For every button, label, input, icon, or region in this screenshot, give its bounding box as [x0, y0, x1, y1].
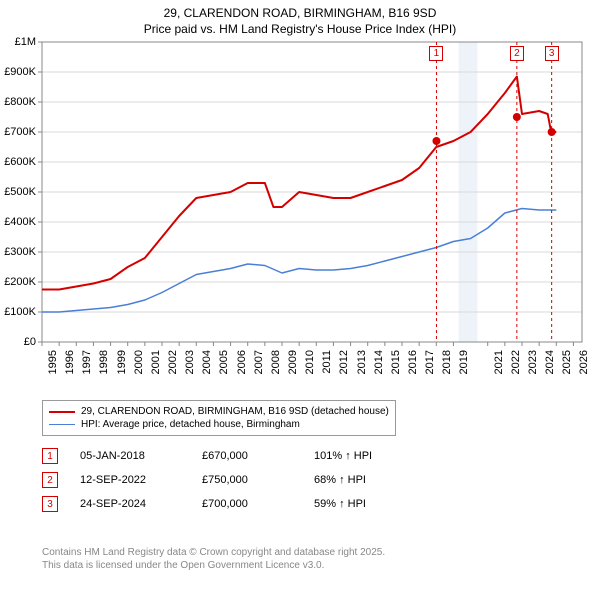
- x-axis-tick-label: 2024: [544, 350, 556, 380]
- title-line-1: 29, CLARENDON ROAD, BIRMINGHAM, B16 9SD: [0, 6, 600, 22]
- marker-date: 12-SEP-2022: [80, 474, 180, 486]
- x-axis-tick-label: 2004: [201, 350, 213, 380]
- x-axis-tick-label: 2006: [236, 350, 248, 380]
- x-axis-tick-label: 2012: [338, 350, 350, 380]
- x-axis-tick-label: 1999: [116, 350, 128, 380]
- y-axis-tick-label: £900K: [0, 66, 36, 78]
- x-axis-tick-label: 2023: [527, 350, 539, 380]
- y-axis-tick-label: £600K: [0, 156, 36, 168]
- legend-label: 29, CLARENDON ROAD, BIRMINGHAM, B16 9SD …: [81, 406, 389, 417]
- x-axis-tick-label: 2021: [493, 350, 505, 380]
- x-axis-tick-label: 2015: [390, 350, 402, 380]
- marker-table-row: 3 24-SEP-2024 £700,000 59% ↑ HPI: [42, 492, 372, 516]
- attribution-line-2: This data is licensed under the Open Gov…: [42, 559, 385, 572]
- x-axis-tick-label: 2011: [321, 350, 333, 380]
- marker-number-icon: 2: [42, 472, 58, 488]
- marker-pct: 101% ↑ HPI: [314, 450, 372, 462]
- x-axis-tick-label: 2026: [578, 350, 590, 380]
- y-axis-tick-label: £500K: [0, 186, 36, 198]
- y-axis-tick-label: £0: [0, 336, 36, 348]
- y-axis-tick-label: £700K: [0, 126, 36, 138]
- title-line-2: Price paid vs. HM Land Registry's House …: [0, 22, 600, 38]
- marker-date: 24-SEP-2024: [80, 498, 180, 510]
- legend: 29, CLARENDON ROAD, BIRMINGHAM, B16 9SD …: [42, 400, 396, 436]
- y-axis-tick-label: £400K: [0, 216, 36, 228]
- legend-swatch: [49, 411, 75, 413]
- x-axis-tick-label: 2018: [441, 350, 453, 380]
- x-axis-tick-label: 2013: [356, 350, 368, 380]
- sale-marker-flag: 1: [429, 46, 443, 61]
- x-axis-tick-label: 2025: [561, 350, 573, 380]
- x-axis-tick-label: 2007: [253, 350, 265, 380]
- attribution-line-1: Contains HM Land Registry data © Crown c…: [42, 546, 385, 559]
- legend-swatch: [49, 424, 75, 425]
- chart-container: 29, CLARENDON ROAD, BIRMINGHAM, B16 9SD …: [0, 0, 600, 590]
- y-axis-tick-label: £800K: [0, 96, 36, 108]
- x-axis-tick-label: 1995: [47, 350, 59, 380]
- sale-marker-flag: 3: [545, 46, 559, 61]
- y-axis-tick-label: £200K: [0, 276, 36, 288]
- y-axis-tick-label: £300K: [0, 246, 36, 258]
- sale-marker-flag: 2: [510, 46, 524, 61]
- marker-price: £700,000: [202, 498, 292, 510]
- x-axis-tick-label: 1998: [98, 350, 110, 380]
- marker-pct: 59% ↑ HPI: [314, 498, 366, 510]
- legend-item: 29, CLARENDON ROAD, BIRMINGHAM, B16 9SD …: [49, 405, 389, 418]
- marker-number-icon: 3: [42, 496, 58, 512]
- chart-title: 29, CLARENDON ROAD, BIRMINGHAM, B16 9SD …: [0, 0, 600, 37]
- x-axis-tick-label: 2019: [458, 350, 470, 380]
- legend-label: HPI: Average price, detached house, Birm…: [81, 419, 300, 430]
- x-axis-tick-label: 2022: [510, 350, 522, 380]
- x-axis-tick-label: 2005: [218, 350, 230, 380]
- marker-table-row: 2 12-SEP-2022 £750,000 68% ↑ HPI: [42, 468, 372, 492]
- marker-price: £750,000: [202, 474, 292, 486]
- marker-table-row: 1 05-JAN-2018 £670,000 101% ↑ HPI: [42, 444, 372, 468]
- x-axis-tick-label: 2017: [424, 350, 436, 380]
- marker-date: 05-JAN-2018: [80, 450, 180, 462]
- x-axis-tick-label: 2003: [184, 350, 196, 380]
- plot-area: [42, 42, 582, 342]
- x-axis-tick-label: 2016: [407, 350, 419, 380]
- x-axis-tick-label: 1996: [64, 350, 76, 380]
- x-axis-tick-label: 2002: [167, 350, 179, 380]
- x-axis-tick-label: 2010: [304, 350, 316, 380]
- y-axis-tick-label: £100K: [0, 306, 36, 318]
- x-axis-tick-label: 2014: [373, 350, 385, 380]
- x-axis-tick-label: 2008: [270, 350, 282, 380]
- x-axis-tick-label: 2009: [287, 350, 299, 380]
- y-axis-tick-label: £1M: [0, 36, 36, 48]
- sales-marker-table: 1 05-JAN-2018 £670,000 101% ↑ HPI 2 12-SEP-20…: [42, 444, 372, 516]
- marker-number-icon: 1: [42, 448, 58, 464]
- x-axis-tick-label: 1997: [81, 350, 93, 380]
- x-axis-tick-label: 2001: [150, 350, 162, 380]
- x-axis-tick-label: 2000: [133, 350, 145, 380]
- attribution-text: Contains HM Land Registry data © Crown c…: [42, 546, 385, 572]
- legend-item: HPI: Average price, detached house, Birm…: [49, 418, 389, 431]
- marker-price: £670,000: [202, 450, 292, 462]
- marker-pct: 68% ↑ HPI: [314, 474, 366, 486]
